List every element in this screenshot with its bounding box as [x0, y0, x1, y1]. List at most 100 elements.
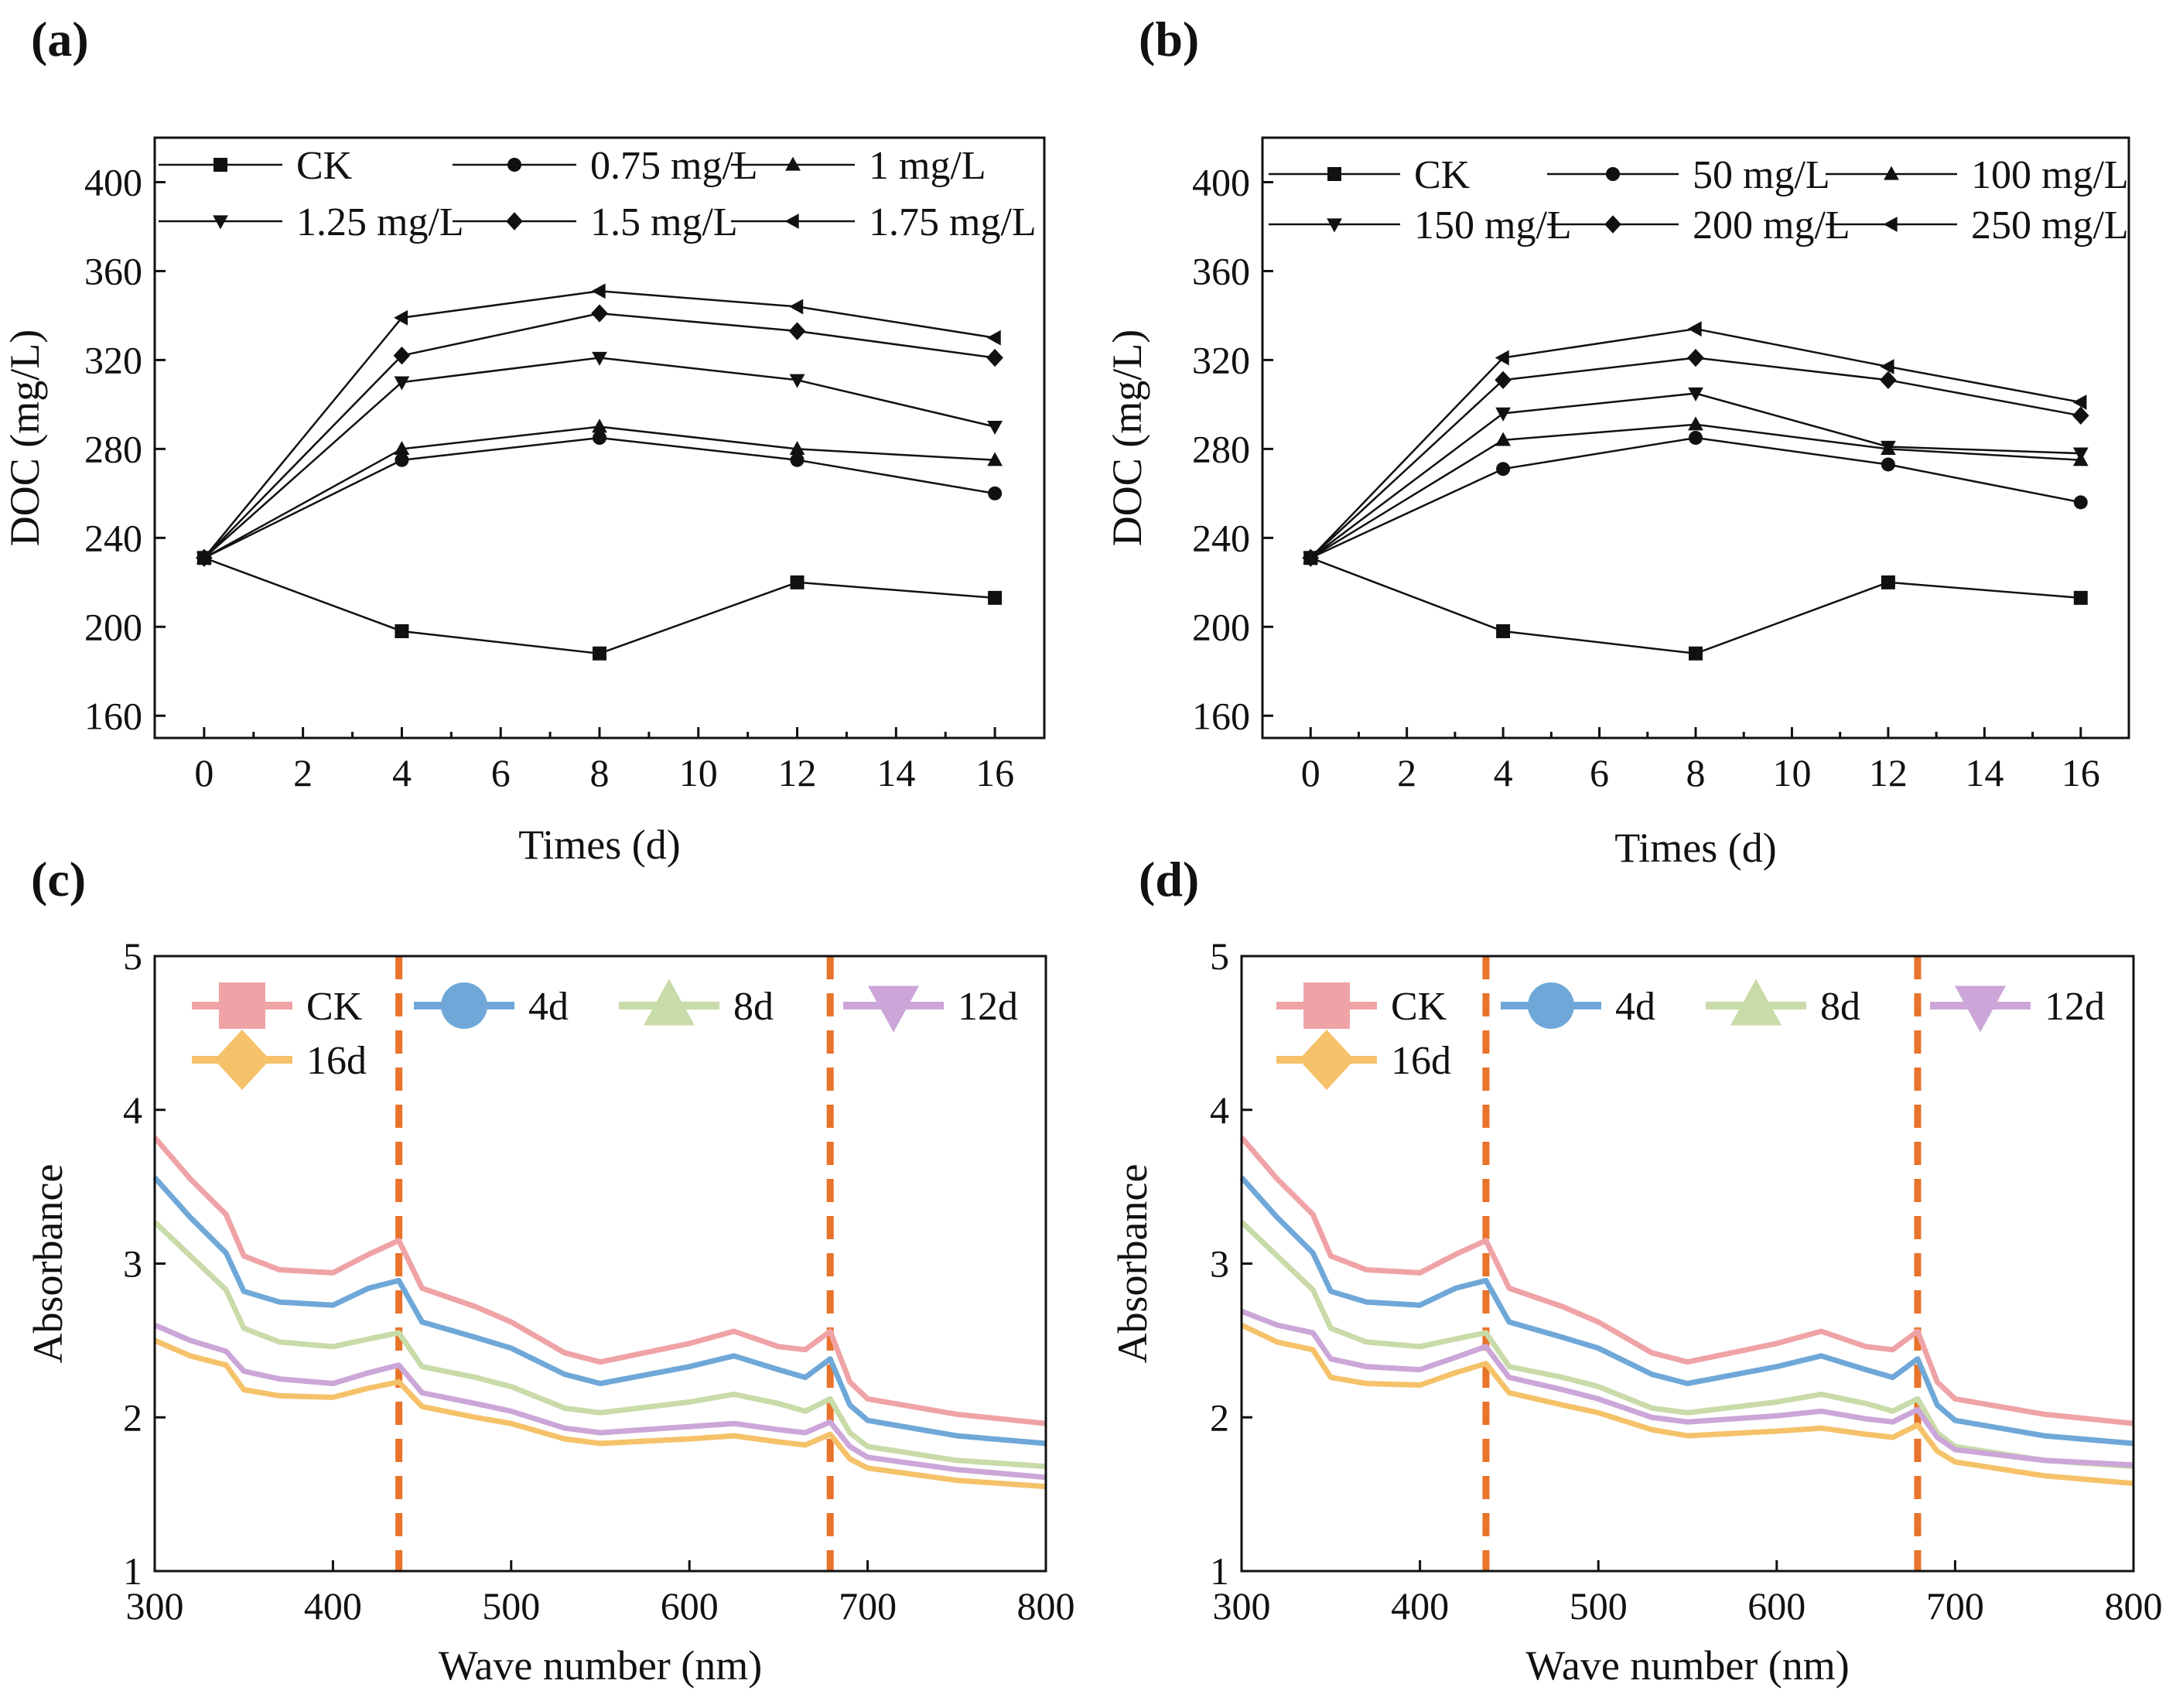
plot-frame: [153, 955, 1047, 1573]
legend-item-1-5-mg-l: 1.5 mg/L: [453, 200, 738, 244]
series-line-1-25-mg-l: [203, 357, 996, 559]
legend-marker: [1730, 979, 1782, 1026]
x-tick-label: 6: [1590, 751, 1609, 794]
data-point: [1687, 321, 1702, 337]
x-tick-label: 6: [491, 751, 511, 794]
y-tick-label: 1: [123, 1549, 142, 1593]
data-point: [1495, 350, 1509, 366]
x-tick-label: 800: [2105, 1584, 2163, 1628]
legend-marker: [1303, 982, 1350, 1029]
x-tick-label: 700: [1926, 1584, 1984, 1628]
y-tick-label: 160: [1192, 694, 1250, 737]
legend-item-1-mg-l: 1 mg/L: [731, 144, 986, 188]
data-point: [1495, 432, 1512, 446]
series-line-0-75-mg-l: [203, 436, 996, 559]
series-line-12d: [1240, 1308, 2134, 1468]
legend-marker: [219, 982, 265, 1029]
x-tick-label: 500: [482, 1584, 540, 1628]
legend-item-16d: 16d: [1276, 1030, 1451, 1090]
legend-label: 4d: [528, 985, 569, 1029]
data-point: [789, 441, 805, 456]
legend-item-4d: 4d: [1501, 982, 1655, 1029]
legend-item-4d: 4d: [414, 982, 569, 1029]
data-point: [2073, 590, 2088, 605]
legend-item-1-75-mg-l: 1.75 mg/L: [731, 200, 1037, 244]
x-tick-label: 0: [194, 751, 214, 794]
x-tick-label: 10: [679, 751, 718, 794]
data-point: [987, 420, 1003, 435]
x-tick-label: 14: [1965, 751, 2004, 794]
y-tick-label: 4: [1210, 1088, 1229, 1132]
legend-marker: [1604, 215, 1621, 234]
y-tick-label: 3: [1210, 1242, 1229, 1286]
legend-item-1-25-mg-l: 1.25 mg/L: [159, 200, 464, 244]
data-point: [394, 441, 410, 456]
x-tick-label: 600: [1747, 1584, 1806, 1628]
legend-label: CK: [1391, 985, 1447, 1029]
panel-a-doc-chart: (a) 0 2 4 6 8 10 12 14 16 160 200 240 280 320 360 400 Tim…: [2, 12, 1046, 868]
data-point: [1688, 416, 1703, 431]
data-point: [394, 376, 410, 391]
y-tick-label: 320: [1192, 338, 1250, 381]
panel-label: (d): [1139, 852, 1199, 907]
data-point: [1687, 348, 1704, 367]
legend-label: 1.75 mg/L: [869, 200, 1037, 244]
plot-frame: [1240, 955, 2135, 1573]
y-axis-title: DOC (mg/L): [2, 330, 48, 546]
legend-label: 4d: [1615, 985, 1655, 1029]
x-tick-label: 14: [876, 751, 915, 794]
legend-marker: [868, 986, 919, 1033]
x-tick-label: 500: [1570, 1584, 1628, 1628]
data-point: [1302, 550, 1317, 566]
legend-marker: [644, 979, 695, 1026]
data-point: [1496, 624, 1511, 639]
data-point: [394, 309, 408, 326]
legend-label: 0.75 mg/L: [590, 144, 758, 188]
legend-marker: [507, 158, 521, 172]
x-tick-label: 16: [2062, 751, 2100, 794]
panel-d-absorbance-chart: (d) 300 400 500 600 700 800 1 2 3 4 5 Wave number (n…: [1109, 852, 2163, 1689]
data-point: [1495, 407, 1512, 422]
data-point: [986, 348, 1003, 367]
legend-item-0-75-mg-l: 0.75 mg/L: [453, 144, 758, 188]
legend-item-50-mg-l: 50 mg/L: [1547, 153, 1830, 197]
data-point: [591, 283, 606, 299]
data-point: [1880, 371, 1897, 389]
legend-marker: [441, 982, 487, 1029]
y-axis-title: Absorbance: [1109, 1164, 1156, 1364]
data-point: [393, 346, 411, 365]
legend-label: 16d: [1391, 1039, 1451, 1083]
data-point: [593, 431, 606, 445]
x-tick-label: 600: [661, 1584, 719, 1628]
series-line-ck: [152, 1136, 1047, 1426]
data-point: [988, 590, 1003, 605]
data-point: [790, 575, 805, 589]
data-point: [2072, 447, 2089, 462]
panel-label: (c): [31, 852, 86, 907]
legend-label: 50 mg/L: [1693, 153, 1830, 197]
data-point: [395, 624, 409, 639]
legend-label: CK: [1414, 153, 1471, 197]
data-point: [395, 453, 409, 467]
panel-b-doc-chart: (b) 0 2 4 6 8 10 12 14 16 160 200 240 280 320 360 400 Tim…: [1104, 12, 2130, 871]
legend-marker: [506, 212, 523, 231]
legend-item-12d: 12d: [1930, 985, 2105, 1033]
legend-marker: [214, 1030, 270, 1090]
legend-label: 1.5 mg/L: [590, 200, 738, 244]
x-axis-title: Times (d): [1614, 825, 1777, 871]
legend-label: 150 mg/L: [1414, 203, 1572, 248]
y-tick-label: 2: [123, 1395, 142, 1439]
panel-c-absorbance-chart: (c) 300 400 500 600 700 800 1 2 3 4 5 Wave number (n…: [25, 852, 1075, 1689]
y-axis-title: DOC (mg/L): [1104, 330, 1150, 546]
legend-item-8d: 8d: [1706, 979, 1860, 1029]
legend-item-ck: CK: [192, 982, 363, 1029]
x-axis-title: Times (d): [518, 822, 681, 868]
data-point: [1689, 431, 1703, 445]
legend-label: 1.25 mg/L: [296, 200, 464, 244]
data-point: [1496, 462, 1511, 477]
legend-marker: [1327, 167, 1341, 181]
legend-marker: [214, 158, 227, 172]
series-line-4d: [1239, 1175, 2134, 1447]
legend-item-ck: CK: [159, 144, 353, 188]
